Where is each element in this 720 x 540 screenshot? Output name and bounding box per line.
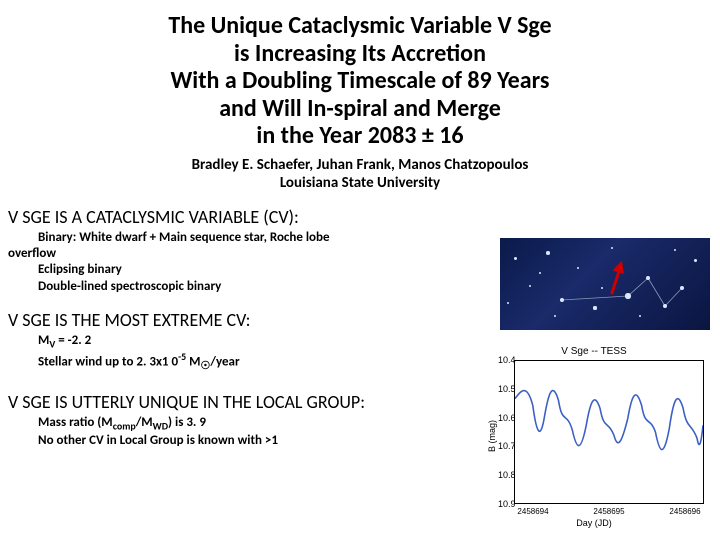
chart-xlabel: Day (JD) [478, 518, 710, 528]
ytick-label: 10.9 [498, 499, 516, 509]
star-icon [546, 251, 550, 255]
title-line: in the Year 2083 ± 16 [40, 122, 680, 150]
slide-title: The Unique Cataclysmic Variable V Sge is… [0, 0, 720, 154]
star-icon [646, 276, 650, 280]
chart-ylabel: B (mag) [487, 420, 497, 452]
star-icon [514, 257, 517, 260]
star-icon [539, 272, 541, 274]
title-line: and Will In-spiral and Merge [40, 95, 680, 123]
star-icon [593, 306, 596, 309]
lightcurve-line [515, 361, 703, 503]
xtick-label: 2458696 [669, 507, 700, 516]
ytick-label: 10.4 [498, 355, 516, 365]
constellation-lines [500, 238, 710, 330]
ytick-label: 10.7 [498, 441, 516, 451]
star-icon [694, 259, 697, 262]
plot-area [514, 360, 704, 504]
ytick-label: 10.5 [498, 384, 516, 394]
starfield-image [500, 238, 710, 330]
authors-names: Bradley E. Schaefer, Juhan Frank, Manos … [40, 156, 680, 174]
lightcurve-chart: V Sge -- TESS B (mag) Day (JD) 10.410.51… [478, 342, 710, 530]
star-icon [625, 293, 630, 298]
title-line: is Increasing Its Accretion [40, 40, 680, 68]
title-line: The Unique Cataclysmic Variable V Sge [40, 12, 680, 40]
xtick-label: 2458695 [593, 507, 624, 516]
title-line: With a Doubling Timescale of 89 Years [40, 67, 680, 95]
xtick-label: 2458694 [517, 507, 548, 516]
ytick-label: 10.8 [498, 470, 516, 480]
authors-affiliation: Louisiana State University [40, 174, 680, 192]
section1-head: V SGE IS A CATACLYSMIC VARIABLE (CV): [8, 206, 720, 228]
authors-block: Bradley E. Schaefer, Juhan Frank, Manos … [0, 154, 720, 200]
ytick-label: 10.6 [498, 413, 516, 423]
